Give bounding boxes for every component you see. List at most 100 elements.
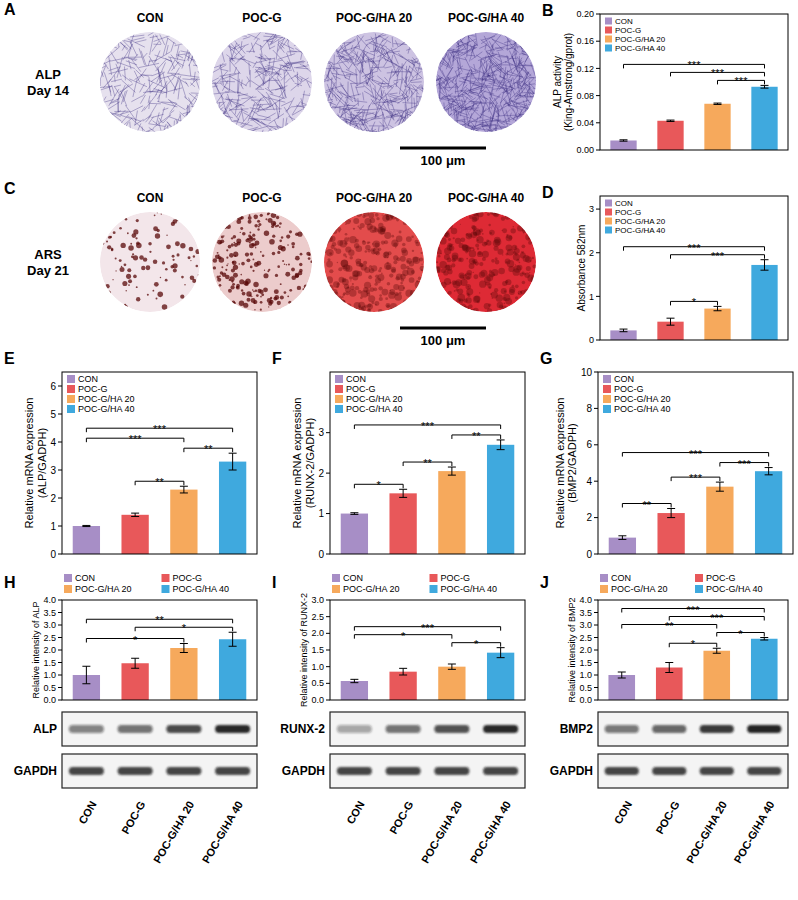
texture — [253, 302, 255, 304]
texture — [111, 248, 114, 251]
texture — [416, 33, 419, 45]
texture — [241, 97, 256, 99]
texture — [412, 58, 418, 61]
texture — [229, 109, 248, 110]
texture — [362, 49, 364, 57]
texture — [413, 122, 418, 130]
texture — [256, 105, 274, 112]
texture — [324, 305, 329, 310]
texture — [310, 289, 313, 292]
texture — [390, 60, 397, 77]
texture — [279, 226, 281, 228]
texture — [510, 46, 518, 52]
texture — [109, 33, 117, 41]
texture — [240, 227, 243, 230]
texture — [154, 214, 156, 216]
texture — [515, 39, 524, 51]
texture — [420, 123, 427, 138]
texture — [275, 129, 284, 139]
texture — [114, 300, 117, 303]
texture — [456, 80, 460, 101]
texture — [269, 239, 275, 245]
texture — [297, 126, 309, 130]
texture — [286, 123, 287, 129]
texture — [308, 227, 312, 231]
texture — [355, 101, 368, 103]
texture — [341, 132, 343, 149]
texture — [218, 294, 219, 295]
texture — [187, 212, 191, 216]
texture — [178, 74, 200, 77]
texture — [453, 56, 467, 60]
texture — [510, 128, 520, 144]
texture — [397, 38, 412, 47]
texture — [172, 259, 174, 261]
texture — [135, 237, 137, 239]
texture — [111, 36, 128, 49]
texture — [189, 64, 190, 76]
texture — [413, 110, 414, 116]
texture — [264, 231, 269, 236]
texture — [193, 129, 199, 130]
texture — [292, 125, 311, 127]
texture — [269, 114, 284, 124]
texture — [167, 37, 177, 44]
texture — [495, 47, 505, 48]
texture — [307, 106, 315, 126]
texture — [99, 47, 111, 48]
texture — [353, 128, 367, 140]
texture — [375, 85, 376, 105]
texture — [190, 275, 195, 280]
texture — [351, 128, 353, 143]
texture — [445, 33, 453, 37]
texture — [305, 231, 310, 236]
texture — [326, 103, 331, 112]
texture — [240, 232, 241, 233]
texture — [233, 235, 237, 239]
texture — [211, 41, 213, 60]
texture — [500, 88, 513, 102]
texture — [217, 252, 219, 254]
texture — [523, 69, 529, 73]
texture — [272, 235, 275, 238]
texture — [155, 55, 173, 61]
texture — [196, 95, 215, 99]
texture — [267, 87, 272, 94]
texture — [124, 57, 142, 58]
texture — [119, 227, 122, 230]
texture — [252, 118, 265, 125]
texture — [123, 305, 128, 310]
texture — [218, 32, 229, 41]
texture — [226, 224, 231, 229]
texture — [495, 125, 496, 147]
texture — [173, 268, 177, 272]
texture — [223, 235, 224, 236]
micrograph — [211, 211, 313, 313]
texture — [425, 129, 439, 136]
texture — [189, 247, 194, 252]
texture — [108, 67, 121, 84]
texture — [204, 78, 219, 86]
texture — [440, 46, 459, 54]
texture — [250, 70, 251, 87]
texture — [279, 132, 288, 134]
texture — [284, 291, 287, 294]
texture — [384, 77, 388, 82]
texture — [191, 128, 197, 148]
texture — [378, 309, 383, 314]
texture — [105, 35, 122, 37]
texture — [234, 121, 253, 126]
texture — [350, 59, 360, 73]
texture — [360, 51, 365, 72]
texture — [263, 287, 268, 292]
texture — [462, 78, 481, 87]
texture — [274, 289, 279, 294]
texture — [307, 54, 309, 62]
texture — [102, 43, 109, 48]
texture — [249, 243, 254, 248]
texture — [190, 307, 193, 310]
texture — [211, 296, 214, 299]
texture — [508, 71, 524, 77]
texture — [506, 115, 525, 116]
texture — [510, 98, 516, 108]
